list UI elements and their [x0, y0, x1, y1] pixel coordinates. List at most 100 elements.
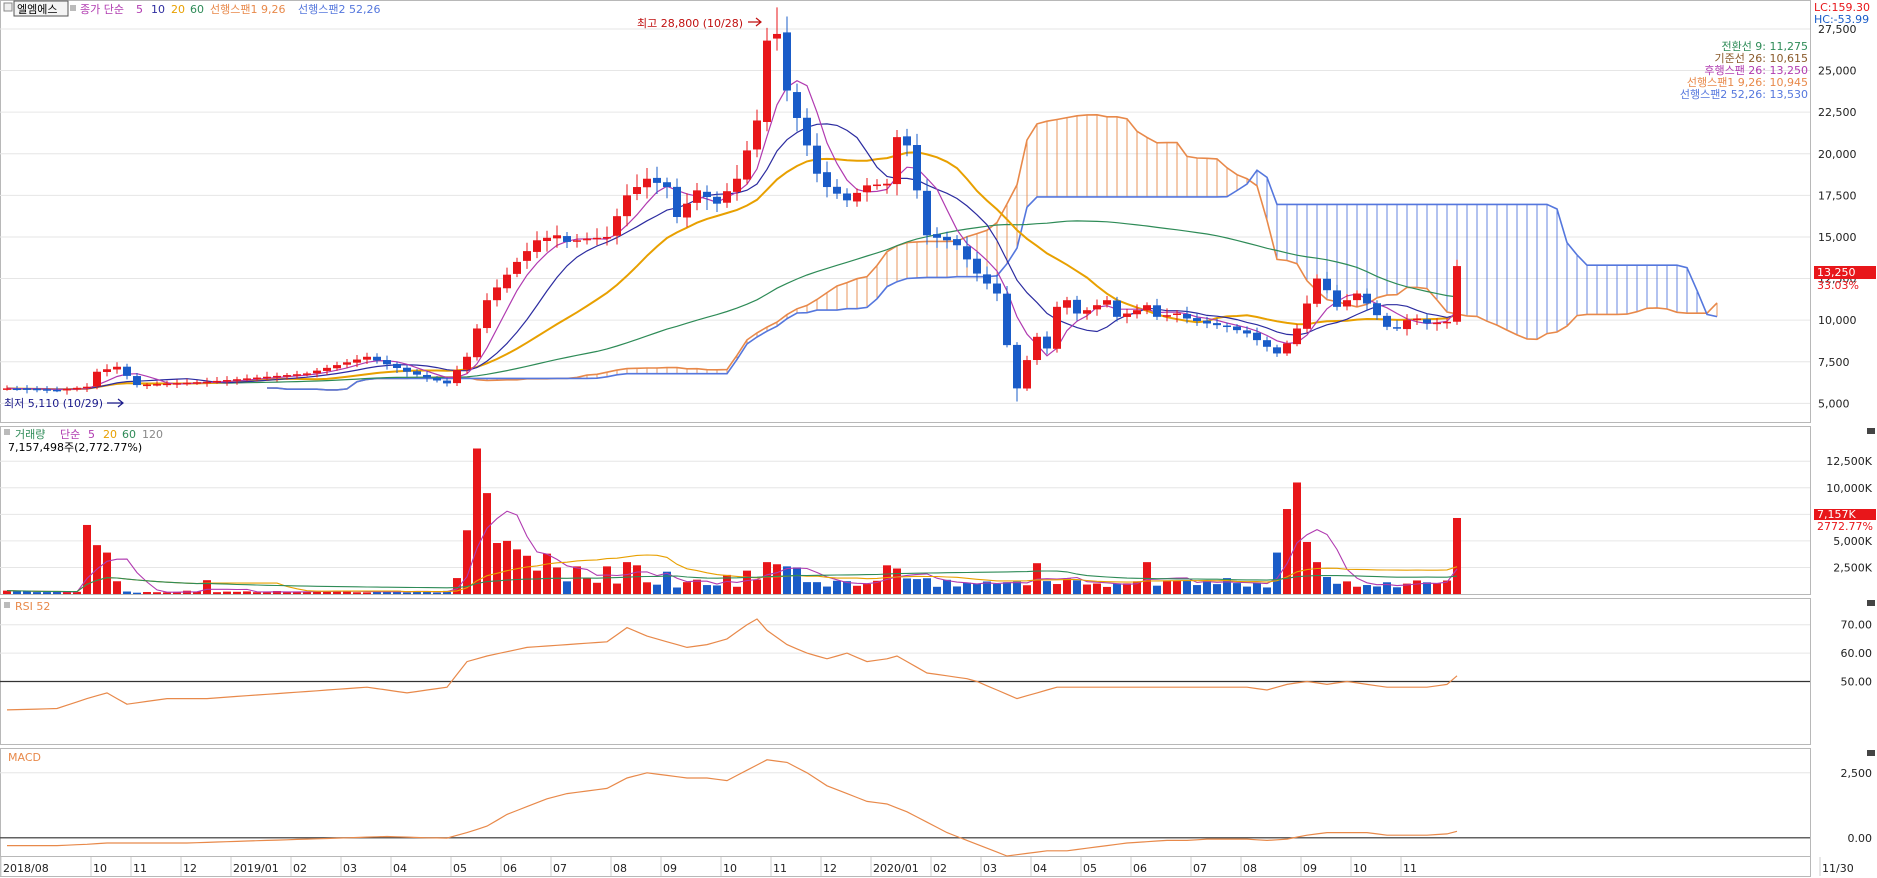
collapse-icon[interactable] [1867, 750, 1875, 756]
candle [1413, 318, 1421, 321]
candle [933, 234, 941, 238]
candle [1093, 305, 1101, 310]
stock-name-box[interactable] [13, 0, 69, 17]
date-tick: 08 [1243, 862, 1257, 875]
volume-bar [733, 586, 741, 594]
date-tick: 07 [553, 862, 567, 875]
volume-bar [993, 583, 1001, 594]
volume-bar [163, 592, 171, 594]
candle [1113, 300, 1121, 317]
candle [1023, 360, 1031, 389]
candle [173, 383, 181, 385]
volume-bar [23, 591, 31, 594]
volume-bar [1233, 583, 1241, 594]
candle [1303, 303, 1311, 329]
candle [953, 239, 961, 246]
date-tick: 03 [343, 862, 357, 875]
volume-bar [1313, 562, 1321, 594]
span1-label: 선행스팬1 9,26 [210, 3, 285, 16]
candle [1423, 319, 1431, 324]
candle [733, 178, 741, 192]
candle [453, 370, 461, 384]
candle [283, 375, 291, 377]
volume-bar [923, 578, 931, 594]
volume-bar [693, 579, 701, 594]
volume-bar [1113, 583, 1121, 594]
volume-bar [713, 585, 721, 594]
volume-bar [143, 592, 151, 594]
price-y-tick: 5,000 [1818, 397, 1850, 410]
volume-bar [473, 448, 481, 594]
volume-bar [593, 582, 601, 594]
candle [1263, 340, 1271, 347]
volume-bar [323, 591, 331, 594]
candle [883, 183, 891, 186]
candle [833, 186, 841, 194]
candle [1373, 303, 1381, 316]
price-y-tick: 10,000 [1818, 314, 1857, 327]
macd-y-tick: 2,500 [1841, 767, 1873, 780]
volume-bar [943, 579, 951, 594]
candle [623, 195, 631, 217]
volume-bar [563, 581, 571, 594]
candle [43, 389, 51, 391]
ichimoku-conversion-line: 전환선 9: 11,275 [1721, 40, 1808, 53]
volume-bar [193, 591, 201, 594]
candle [1133, 310, 1141, 315]
candle [1033, 336, 1041, 361]
rsi-panel [0, 598, 1811, 745]
volume-bar [1413, 580, 1421, 594]
volume-bar [1303, 541, 1311, 594]
date-tick: 05 [1083, 862, 1097, 875]
candle [373, 356, 381, 361]
volume-bar [433, 592, 441, 594]
candle [303, 373, 311, 375]
candle [1193, 318, 1201, 321]
candle [713, 196, 721, 204]
date-tick: 12 [183, 862, 197, 875]
candle [703, 191, 711, 198]
volume-bar [173, 591, 181, 594]
candle [1213, 323, 1221, 326]
legend-square-icon [4, 602, 10, 608]
collapse-icon[interactable] [1867, 600, 1875, 606]
volume-y-tick: 10,000K [1826, 482, 1872, 495]
rsi-y-tick: 70.00 [1841, 619, 1873, 632]
candle [583, 238, 591, 241]
price-panel [0, 0, 1811, 423]
candle [893, 137, 901, 185]
candle [943, 236, 951, 241]
volume-bar [1403, 583, 1411, 594]
candle [1013, 344, 1021, 389]
date-tick: 04 [1033, 862, 1047, 875]
candle [193, 382, 201, 384]
volume-bar [73, 591, 81, 594]
volume-bar [1343, 581, 1351, 594]
vma20-label: 20 [103, 428, 117, 441]
volume-bar [373, 591, 381, 594]
volume-bar [533, 570, 541, 594]
volume-bar [343, 590, 351, 594]
candle [1083, 310, 1091, 314]
candle [1353, 293, 1361, 301]
volume-bar [413, 591, 421, 594]
rsi-line [6, 618, 1458, 711]
volume-bar [493, 543, 501, 594]
price-y-tick: 22,500 [1818, 106, 1857, 119]
volume-bar [573, 566, 581, 594]
vma60-line [6, 570, 1458, 593]
candle [513, 261, 521, 274]
volume-bar [1263, 587, 1271, 594]
candle [1043, 336, 1051, 349]
volume-bar [123, 591, 131, 594]
candle [123, 366, 131, 376]
macd-panel [0, 748, 1811, 857]
collapse-icon[interactable] [1867, 428, 1875, 434]
volume-bar [1333, 583, 1341, 594]
volume-bar [583, 578, 591, 594]
volume-bar [753, 579, 761, 594]
volume-bar [603, 566, 611, 594]
volume-bar [13, 591, 21, 594]
panel-toggle-icon[interactable] [3, 2, 13, 12]
